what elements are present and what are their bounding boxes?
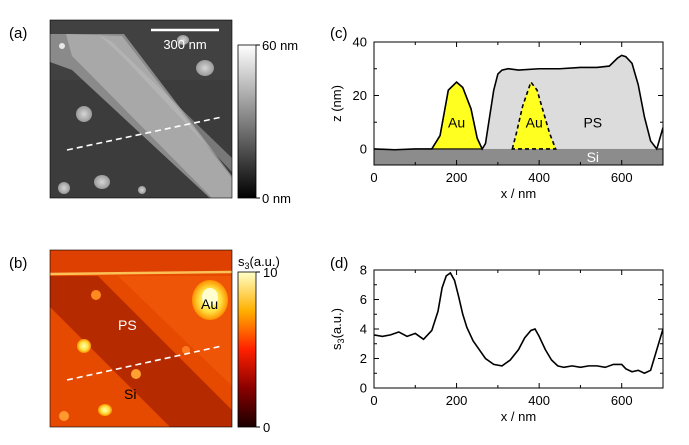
signal-profile-line — [374, 271, 663, 375]
region-label-au: Au — [448, 115, 465, 131]
colorbar-min-label: 0 nm — [262, 191, 291, 206]
ps-stripe-dark — [50, 276, 232, 427]
region-label-au: Au — [201, 296, 218, 312]
si-substrate — [374, 148, 663, 165]
panel-label: (b) — [9, 255, 27, 272]
colorbar-max-label: 60 nm — [262, 38, 298, 53]
panel-label: (d) — [330, 255, 348, 272]
y-tick-label: 0 — [360, 141, 367, 156]
y-axis-label: s3(a.u.) — [329, 308, 346, 350]
profile-line — [66, 345, 223, 381]
plot-frame — [373, 41, 664, 166]
y-tick-label: 40 — [353, 35, 367, 50]
region-label-ps: PS — [118, 317, 137, 333]
panel-label: (c) — [330, 25, 348, 42]
y-axis-label: z (nm) — [329, 85, 344, 122]
scale-bar-label: 300 nm — [163, 37, 206, 52]
x-tick-label: 400 — [528, 393, 550, 408]
region-label-ps: PS — [583, 115, 602, 131]
y-tick-label: 8 — [360, 263, 367, 278]
x-tick-label: 0 — [370, 170, 377, 185]
colorbar-max-label: 10 — [263, 265, 277, 280]
profile-line — [66, 116, 223, 151]
region-label-au: Au — [526, 115, 543, 131]
y-tick-label: 0 — [360, 381, 367, 396]
y-tick-label: 20 — [353, 88, 367, 103]
colorbar-title: s3(a.u.) — [238, 254, 280, 271]
panel-c: (c) Au Au PS Si 0 200 400 600 0 20 40 x / nm z (… — [329, 25, 664, 201]
plot-frame — [373, 269, 664, 389]
x-tick-label: 600 — [611, 170, 633, 185]
panel-label: (a) — [9, 25, 27, 42]
region-label-si: Si — [124, 386, 136, 402]
colorbar — [237, 271, 257, 428]
height-profile-line — [374, 54, 663, 151]
colorbar — [237, 44, 257, 199]
snom-image — [50, 250, 232, 427]
y-tick-label: 6 — [360, 292, 367, 307]
x-axis-label: x / nm — [501, 186, 536, 201]
x-axis-label: x / nm — [501, 409, 536, 424]
particle — [196, 60, 214, 76]
x-tick-label: 200 — [446, 393, 468, 408]
x-tick-label: 0 — [370, 393, 377, 408]
x-tick-label: 200 — [446, 170, 468, 185]
y-tick-label: 4 — [360, 322, 367, 337]
panel-b: (b) PS Au Si s3(a.u.) 10 0 — [9, 249, 280, 435]
panel-d: (d) 0 200 400 600 0 2 4 6 8 x / nm s3(a.u.) — [329, 255, 664, 424]
region-label-si: Si — [587, 149, 599, 165]
x-tick-label: 600 — [611, 393, 633, 408]
colorbar-min-label: 0 — [263, 420, 270, 435]
panel-a: (a) 300 nm 60 nm 0 nm — [9, 19, 298, 206]
x-tick-label: 400 — [528, 170, 550, 185]
y-tick-label: 2 — [360, 351, 367, 366]
au-particle-right — [511, 80, 557, 150]
